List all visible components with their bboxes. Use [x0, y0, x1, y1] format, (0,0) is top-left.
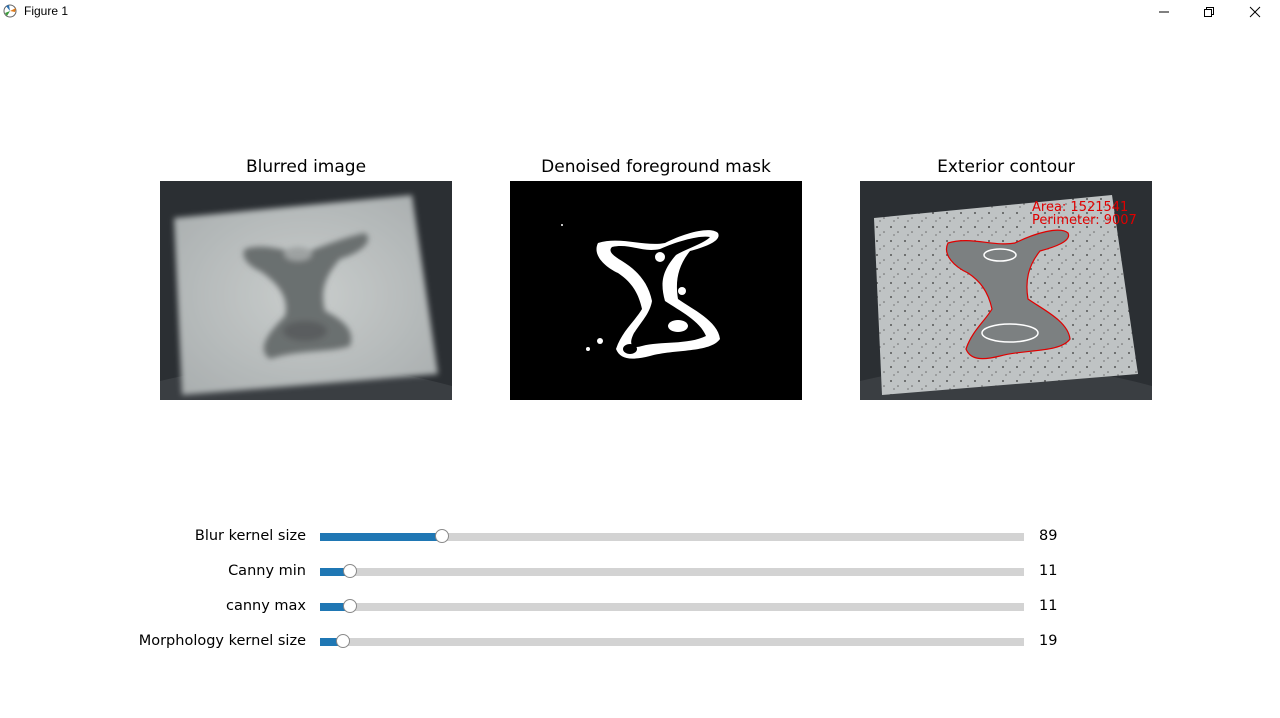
- blurred-image-title: Blurred image: [245, 157, 367, 177]
- slider-label-canny-min: Canny min: [228, 563, 306, 579]
- close-button[interactable]: [1232, 0, 1278, 24]
- restore-button[interactable]: [1186, 0, 1232, 24]
- slider-label-blur-kernel: Blur kernel size: [194, 528, 306, 544]
- slider-fill: [320, 603, 350, 611]
- matplotlib-app-icon: [2, 3, 18, 19]
- title-bar: Figure 1: [0, 0, 1280, 24]
- area-annotation: Area: 1521541: [1032, 200, 1128, 215]
- slider-label-morphology-kernel: Morphology kernel size: [138, 633, 306, 649]
- exterior-contour-image: Area: 1521541 Perimeter: 9007: [860, 181, 1152, 400]
- slider-fill: [320, 533, 442, 541]
- slider-handle[interactable]: [343, 599, 357, 613]
- mask-image-title: Denoised foreground mask: [541, 157, 771, 177]
- blurred-image: [160, 181, 452, 400]
- slider-value-blur-kernel: 89: [1039, 528, 1058, 544]
- slider-fill: [320, 568, 350, 576]
- perimeter-annotation: Perimeter: 9007: [1032, 213, 1137, 228]
- minimize-button[interactable]: [1141, 0, 1187, 24]
- slider-track[interactable]: [320, 634, 1024, 648]
- slider-track[interactable]: [320, 599, 1024, 613]
- close-icon: [1249, 6, 1261, 18]
- restore-icon: [1204, 7, 1214, 17]
- slider-label-canny-max: canny max: [225, 598, 306, 614]
- slider-value-canny-max: 11: [1039, 598, 1058, 614]
- slider-track[interactable]: [320, 564, 1024, 578]
- minimize-icon: [1159, 11, 1169, 13]
- slider-track[interactable]: [320, 529, 1024, 543]
- slider-handle[interactable]: [435, 529, 449, 543]
- foreground-mask-image: [510, 181, 802, 400]
- slider-handle[interactable]: [343, 564, 357, 578]
- slider-handle[interactable]: [336, 634, 350, 648]
- slider-value-morphology-kernel: 19: [1039, 633, 1058, 649]
- window-title: Figure 1: [24, 4, 69, 18]
- slider-fill: [320, 638, 343, 646]
- slider-value-canny-min: 11: [1039, 563, 1058, 579]
- contour-image-title: Exterior contour: [937, 157, 1075, 177]
